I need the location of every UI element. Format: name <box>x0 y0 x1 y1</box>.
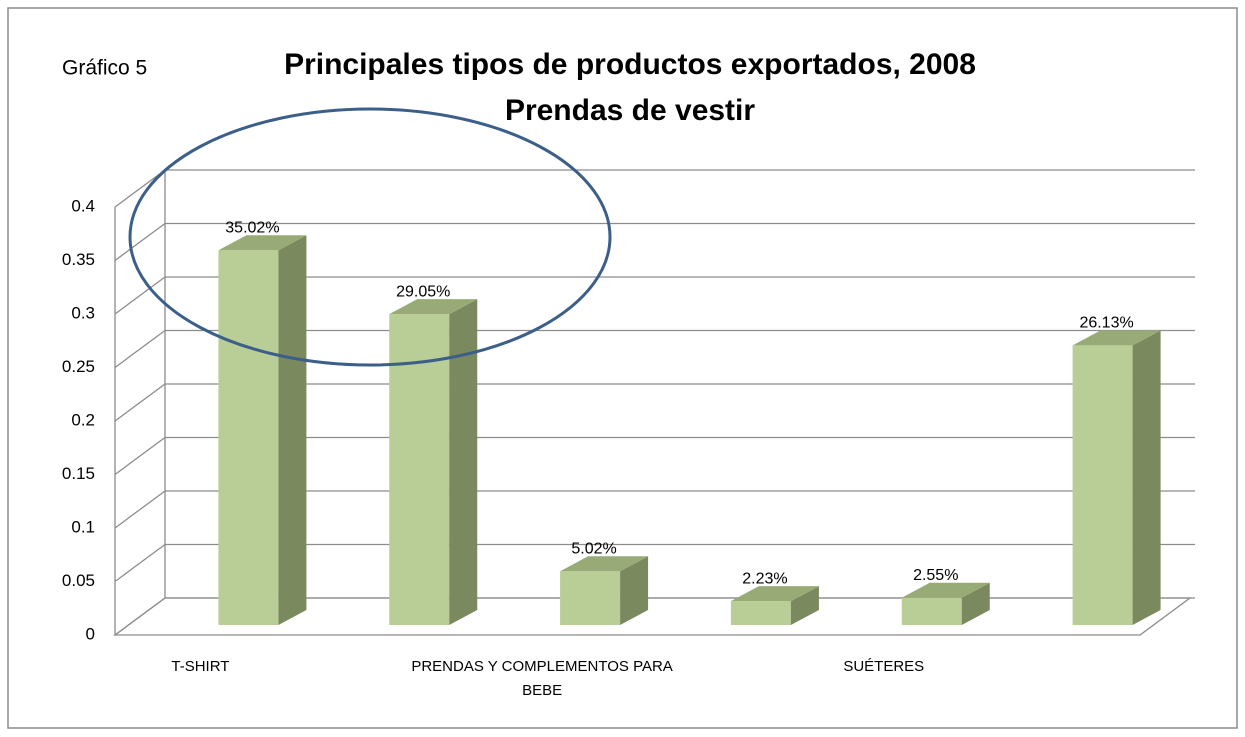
data-label: 29.05% <box>396 283 450 300</box>
y-tick-label: 0.4 <box>71 196 95 215</box>
y-tick-label: 0.35 <box>62 250 95 269</box>
bar-side <box>278 235 307 625</box>
chart-title: Principales tipos de productos exportado… <box>284 48 976 81</box>
bar <box>730 601 791 625</box>
x-tick-label: PRENDAS Y COMPLEMENTOS PARA BEBE <box>411 658 673 699</box>
grid-line <box>114 490 1195 529</box>
data-label: 2.55% <box>913 567 958 584</box>
y-tick-label: 0.1 <box>71 517 95 536</box>
bar-side <box>449 299 478 625</box>
annotation-ellipse <box>128 107 612 367</box>
bar-side <box>1132 330 1161 625</box>
bar-top <box>1072 330 1161 346</box>
y-tick-label: 0.3 <box>71 303 95 322</box>
y-tick-label: 0.2 <box>71 410 95 429</box>
grid-line <box>114 543 1195 583</box>
bar-top <box>389 299 478 315</box>
bar <box>1072 345 1133 625</box>
x-tick-label: T-SHIRT <box>171 658 230 675</box>
data-label: 26.13% <box>1079 315 1133 332</box>
data-label: 5.02% <box>571 541 616 558</box>
x-tick-label: SUÉTERES <box>843 658 925 675</box>
grid-line <box>114 276 1195 315</box>
grid-line <box>114 329 1195 369</box>
bar <box>560 571 621 625</box>
bar-top <box>901 582 990 598</box>
bar-side <box>961 582 990 625</box>
y-tick-label: 0.15 <box>62 464 95 483</box>
y-tick-label: 0.05 <box>62 571 95 590</box>
bar <box>901 597 962 625</box>
bar <box>218 250 279 625</box>
bar-side <box>620 556 649 625</box>
chart-subtitle: Prendas de vestir <box>505 94 755 127</box>
grid-line <box>114 436 1195 476</box>
grid-line <box>114 597 1195 636</box>
bar-top <box>560 556 649 572</box>
grid-line <box>114 383 1195 422</box>
data-label: 35.02% <box>225 220 279 237</box>
bar-top <box>730 586 819 602</box>
chart-label: Gráfico 5 <box>62 57 147 80</box>
bar-side <box>790 586 819 625</box>
bar <box>389 314 450 625</box>
bar-top <box>218 235 307 251</box>
data-label: 2.23% <box>742 570 787 587</box>
y-tick-label: 0.25 <box>62 357 95 376</box>
y-tick-label: 0 <box>86 624 95 643</box>
